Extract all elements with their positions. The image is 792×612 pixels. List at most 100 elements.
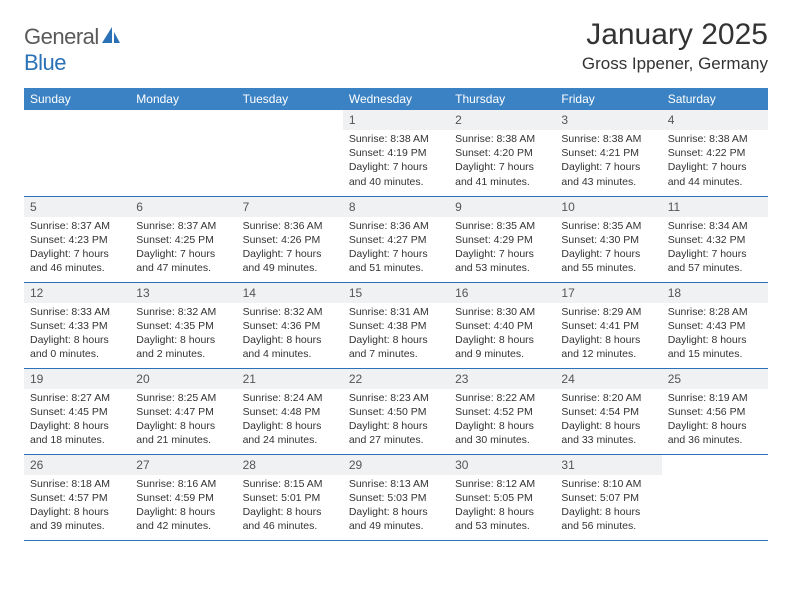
day-number: 9 <box>449 197 555 217</box>
day-number: 8 <box>343 197 449 217</box>
day-number: 28 <box>237 455 343 475</box>
day-number: 14 <box>237 283 343 303</box>
day-details: Sunrise: 8:19 AMSunset: 4:56 PMDaylight:… <box>662 389 768 452</box>
weekday-friday: Friday <box>555 88 661 110</box>
day-details: Sunrise: 8:36 AMSunset: 4:26 PMDaylight:… <box>237 217 343 280</box>
day-number: 23 <box>449 369 555 389</box>
day-number: 16 <box>449 283 555 303</box>
day-details: Sunrise: 8:27 AMSunset: 4:45 PMDaylight:… <box>24 389 130 452</box>
day-cell: 18Sunrise: 8:28 AMSunset: 4:43 PMDayligh… <box>662 282 768 368</box>
day-details: Sunrise: 8:31 AMSunset: 4:38 PMDaylight:… <box>343 303 449 366</box>
day-cell: 16Sunrise: 8:30 AMSunset: 4:40 PMDayligh… <box>449 282 555 368</box>
day-number: 30 <box>449 455 555 475</box>
day-details: Sunrise: 8:37 AMSunset: 4:25 PMDaylight:… <box>130 217 236 280</box>
weekday-thursday: Thursday <box>449 88 555 110</box>
day-cell: 22Sunrise: 8:23 AMSunset: 4:50 PMDayligh… <box>343 368 449 454</box>
day-number: 31 <box>555 455 661 475</box>
day-number: 11 <box>662 197 768 217</box>
day-number: 10 <box>555 197 661 217</box>
day-details: Sunrise: 8:22 AMSunset: 4:52 PMDaylight:… <box>449 389 555 452</box>
day-cell: 25Sunrise: 8:19 AMSunset: 4:56 PMDayligh… <box>662 368 768 454</box>
location: Gross Ippener, Germany <box>582 54 768 74</box>
day-cell: .. <box>24 110 130 196</box>
day-cell: 14Sunrise: 8:32 AMSunset: 4:36 PMDayligh… <box>237 282 343 368</box>
day-number: 22 <box>343 369 449 389</box>
day-number: 4 <box>662 110 768 130</box>
logo-text: General Blue <box>24 24 121 76</box>
day-cell: 12Sunrise: 8:33 AMSunset: 4:33 PMDayligh… <box>24 282 130 368</box>
day-details: Sunrise: 8:12 AMSunset: 5:05 PMDaylight:… <box>449 475 555 538</box>
logo-word-b: Blue <box>24 50 66 75</box>
day-details: Sunrise: 8:38 AMSunset: 4:20 PMDaylight:… <box>449 130 555 193</box>
day-number: 1 <box>343 110 449 130</box>
day-cell: 17Sunrise: 8:29 AMSunset: 4:41 PMDayligh… <box>555 282 661 368</box>
day-cell: 28Sunrise: 8:15 AMSunset: 5:01 PMDayligh… <box>237 454 343 540</box>
day-details: Sunrise: 8:30 AMSunset: 4:40 PMDaylight:… <box>449 303 555 366</box>
header: General Blue January 2025 Gross Ippener,… <box>24 18 768 76</box>
day-number: 2 <box>449 110 555 130</box>
day-cell: 7Sunrise: 8:36 AMSunset: 4:26 PMDaylight… <box>237 196 343 282</box>
day-cell: 11Sunrise: 8:34 AMSunset: 4:32 PMDayligh… <box>662 196 768 282</box>
day-details: Sunrise: 8:38 AMSunset: 4:19 PMDaylight:… <box>343 130 449 193</box>
day-number: 18 <box>662 283 768 303</box>
day-details: Sunrise: 8:38 AMSunset: 4:21 PMDaylight:… <box>555 130 661 193</box>
day-cell: 21Sunrise: 8:24 AMSunset: 4:48 PMDayligh… <box>237 368 343 454</box>
logo-word-a: General <box>24 24 99 49</box>
day-number: 7 <box>237 197 343 217</box>
day-details: Sunrise: 8:15 AMSunset: 5:01 PMDaylight:… <box>237 475 343 538</box>
week-row: 19Sunrise: 8:27 AMSunset: 4:45 PMDayligh… <box>24 368 768 454</box>
day-cell: 6Sunrise: 8:37 AMSunset: 4:25 PMDaylight… <box>130 196 236 282</box>
day-cell: 26Sunrise: 8:18 AMSunset: 4:57 PMDayligh… <box>24 454 130 540</box>
weekday-tuesday: Tuesday <box>237 88 343 110</box>
day-number: 21 <box>237 369 343 389</box>
day-cell: 24Sunrise: 8:20 AMSunset: 4:54 PMDayligh… <box>555 368 661 454</box>
day-number: 26 <box>24 455 130 475</box>
weekday-saturday: Saturday <box>662 88 768 110</box>
day-number: 17 <box>555 283 661 303</box>
day-cell: 23Sunrise: 8:22 AMSunset: 4:52 PMDayligh… <box>449 368 555 454</box>
day-number: 13 <box>130 283 236 303</box>
day-details: Sunrise: 8:20 AMSunset: 4:54 PMDaylight:… <box>555 389 661 452</box>
day-details: Sunrise: 8:32 AMSunset: 4:36 PMDaylight:… <box>237 303 343 366</box>
day-cell: 15Sunrise: 8:31 AMSunset: 4:38 PMDayligh… <box>343 282 449 368</box>
day-details: Sunrise: 8:37 AMSunset: 4:23 PMDaylight:… <box>24 217 130 280</box>
day-number: 29 <box>343 455 449 475</box>
sail-icon <box>101 26 121 44</box>
weekday-row: SundayMondayTuesdayWednesdayThursdayFrid… <box>24 88 768 110</box>
day-details: Sunrise: 8:23 AMSunset: 4:50 PMDaylight:… <box>343 389 449 452</box>
day-cell: 1Sunrise: 8:38 AMSunset: 4:19 PMDaylight… <box>343 110 449 196</box>
logo: General Blue <box>24 24 121 76</box>
day-details: Sunrise: 8:34 AMSunset: 4:32 PMDaylight:… <box>662 217 768 280</box>
day-number: 6 <box>130 197 236 217</box>
day-cell: 10Sunrise: 8:35 AMSunset: 4:30 PMDayligh… <box>555 196 661 282</box>
day-details: Sunrise: 8:36 AMSunset: 4:27 PMDaylight:… <box>343 217 449 280</box>
day-number: 24 <box>555 369 661 389</box>
day-details: Sunrise: 8:35 AMSunset: 4:30 PMDaylight:… <box>555 217 661 280</box>
day-cell: 20Sunrise: 8:25 AMSunset: 4:47 PMDayligh… <box>130 368 236 454</box>
day-number: 27 <box>130 455 236 475</box>
day-number: 3 <box>555 110 661 130</box>
day-cell: 19Sunrise: 8:27 AMSunset: 4:45 PMDayligh… <box>24 368 130 454</box>
day-cell: .. <box>130 110 236 196</box>
day-details: Sunrise: 8:18 AMSunset: 4:57 PMDaylight:… <box>24 475 130 538</box>
day-details: Sunrise: 8:29 AMSunset: 4:41 PMDaylight:… <box>555 303 661 366</box>
day-cell: 8Sunrise: 8:36 AMSunset: 4:27 PMDaylight… <box>343 196 449 282</box>
day-cell: .. <box>237 110 343 196</box>
title-block: January 2025 Gross Ippener, Germany <box>582 18 768 74</box>
day-details: Sunrise: 8:33 AMSunset: 4:33 PMDaylight:… <box>24 303 130 366</box>
weekday-sunday: Sunday <box>24 88 130 110</box>
day-cell: 9Sunrise: 8:35 AMSunset: 4:29 PMDaylight… <box>449 196 555 282</box>
day-number: 20 <box>130 369 236 389</box>
week-row: 12Sunrise: 8:33 AMSunset: 4:33 PMDayligh… <box>24 282 768 368</box>
day-details: Sunrise: 8:32 AMSunset: 4:35 PMDaylight:… <box>130 303 236 366</box>
day-cell: .. <box>662 454 768 540</box>
day-details: Sunrise: 8:16 AMSunset: 4:59 PMDaylight:… <box>130 475 236 538</box>
page-title: January 2025 <box>582 18 768 52</box>
week-row: 26Sunrise: 8:18 AMSunset: 4:57 PMDayligh… <box>24 454 768 540</box>
day-number: 5 <box>24 197 130 217</box>
calendar-body: ......1Sunrise: 8:38 AMSunset: 4:19 PMDa… <box>24 110 768 540</box>
day-details: Sunrise: 8:24 AMSunset: 4:48 PMDaylight:… <box>237 389 343 452</box>
day-cell: 27Sunrise: 8:16 AMSunset: 4:59 PMDayligh… <box>130 454 236 540</box>
day-details: Sunrise: 8:25 AMSunset: 4:47 PMDaylight:… <box>130 389 236 452</box>
day-details: Sunrise: 8:35 AMSunset: 4:29 PMDaylight:… <box>449 217 555 280</box>
